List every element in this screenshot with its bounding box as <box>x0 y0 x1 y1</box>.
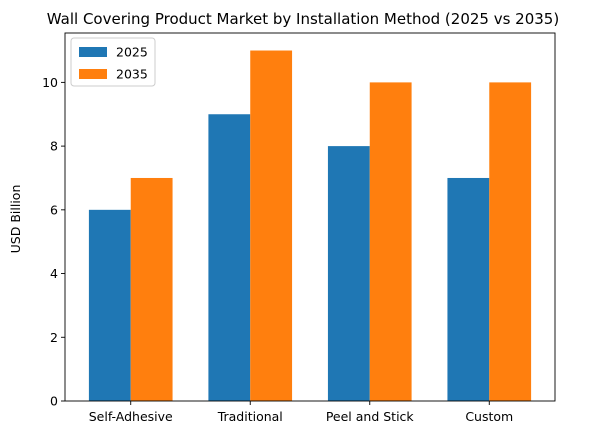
chart-title: Wall Covering Product Market by Installa… <box>47 10 559 28</box>
bars-layer <box>88 50 532 402</box>
x-tick-label: Peel and Stick <box>326 409 415 424</box>
y-axis-label: USD Billion <box>8 185 23 254</box>
bar-self-adhesive-2035 <box>130 177 173 401</box>
bar-traditional-2035 <box>250 50 293 402</box>
y-tick-label: 4 <box>50 266 58 281</box>
legend-swatch-2035 <box>79 69 107 79</box>
legend: 2025 2035 <box>70 37 156 87</box>
bar-custom-2035 <box>489 82 532 401</box>
y-tick-label: 2 <box>50 330 58 345</box>
y-tick-label: 6 <box>50 202 58 217</box>
legend-swatch-2025 <box>79 47 107 57</box>
legend-label-2025: 2025 <box>116 45 148 60</box>
bar-peel-and-stick-2025 <box>327 146 370 401</box>
bar-traditional-2025 <box>208 114 251 401</box>
plot-frame <box>64 32 556 402</box>
bar-self-adhesive-2025 <box>88 209 131 401</box>
legend-label-2035: 2035 <box>116 67 148 82</box>
y-tick-label: 10 <box>42 75 58 90</box>
bar-peel-and-stick-2035 <box>369 82 412 401</box>
x-tick-label: Custom <box>465 409 513 424</box>
y-tick-label: 8 <box>50 139 58 154</box>
axes-layer: 0 2 4 6 8 10 Self-Adhesive Traditional Peel and … <box>42 32 556 424</box>
x-tick-label: Self-Adhesive <box>89 409 173 424</box>
bar-custom-2025 <box>447 177 490 401</box>
x-tick-label: Traditional <box>217 409 283 424</box>
y-tick-label: 0 <box>50 394 58 409</box>
